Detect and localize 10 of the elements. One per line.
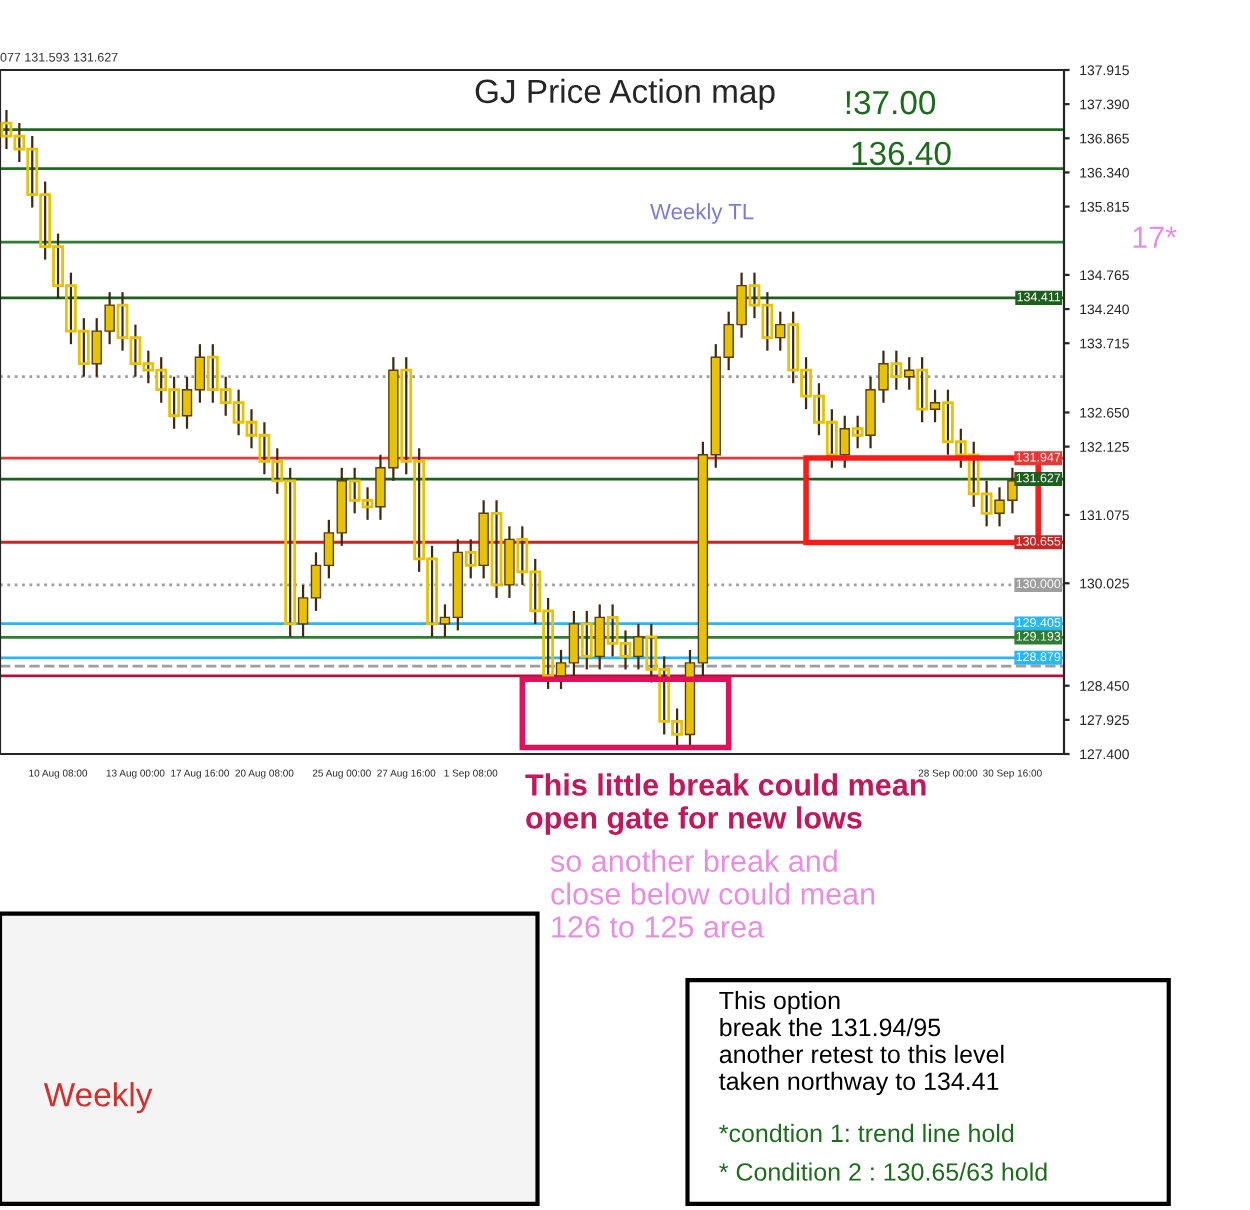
text: so another break and close below could mean 126 to 125 area (550, 849, 875, 938)
annotation: Weekly TL (650, 203, 754, 224)
chart-title: GJ Price Action map (475, 78, 775, 110)
text: Weekly (43, 1082, 153, 1114)
text: * Condition 2 : 130.65/63 hold (719, 1162, 1047, 1181)
text: This option break the 131.94/95 another retest to this level taken northway to 134.41 (719, 990, 1004, 1096)
text: 17* (1133, 226, 1177, 248)
annotation: !37.00 (846, 90, 936, 115)
annotation: 136.40 (852, 141, 951, 166)
text: *condtion 1: trend line hold (719, 1123, 1014, 1143)
